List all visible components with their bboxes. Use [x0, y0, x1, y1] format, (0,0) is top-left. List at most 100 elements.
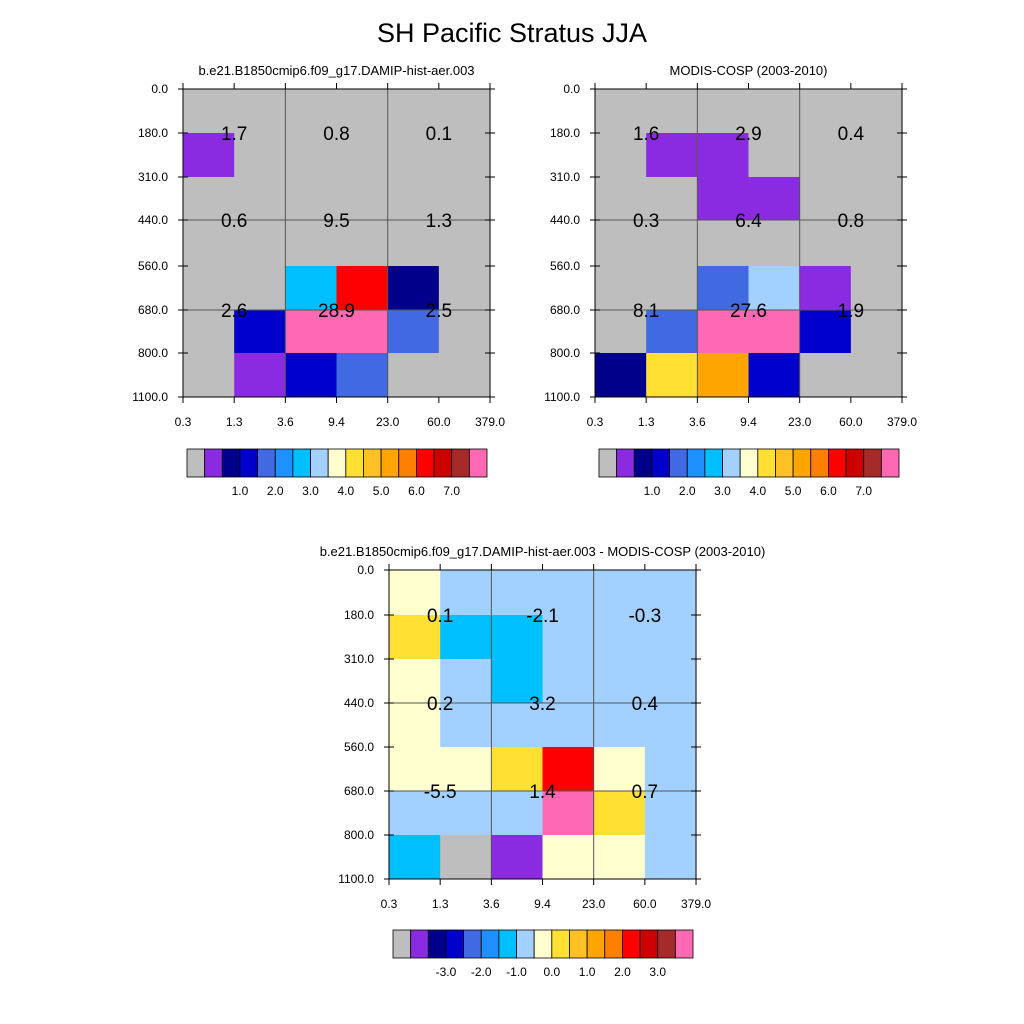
- group-value-label: -2.1: [526, 606, 559, 627]
- heatmap-cell: [595, 220, 647, 267]
- group-value-label: -5.5: [424, 782, 457, 803]
- group-value-label: 6.4: [735, 211, 762, 232]
- group-value-label: 0.2: [427, 694, 453, 715]
- colorbar-swatch: [674, 929, 694, 959]
- heatmap-cell: [748, 89, 801, 134]
- colorbar-label: -3.0: [436, 965, 457, 979]
- group-value-label: 0.3: [633, 211, 659, 232]
- heatmap-cell: [644, 703, 697, 748]
- colorbar-swatch: [533, 929, 553, 959]
- x-tick-label: 379.0: [475, 415, 505, 429]
- heatmap-cell: [336, 177, 389, 221]
- y-tick-label: 440.0: [138, 213, 168, 227]
- heatmap-cell: [183, 353, 235, 398]
- y-tick-label: 440.0: [344, 696, 374, 710]
- colorbar-label: 1.0: [644, 484, 661, 498]
- group-value-label: 1.4: [529, 782, 556, 803]
- panel-title: b.e21.B1850cmip6.f09_g17.DAMIP-hist-aer.…: [198, 63, 474, 78]
- colorbar-swatch: [480, 929, 500, 959]
- colorbar-label: 3.0: [714, 484, 731, 498]
- colorbar-swatch: [704, 448, 723, 478]
- heatmap-cell: [440, 570, 492, 616]
- colorbar-label: 4.0: [337, 484, 354, 498]
- x-tick-label: 23.0: [582, 897, 606, 911]
- y-tick-label: 680.0: [344, 784, 374, 798]
- colorbar: -3.0 -2.0 -1.0 0.0 1.0 2.0 3.0: [392, 929, 694, 979]
- colorbar-swatch: [327, 448, 347, 478]
- colorbar-swatch: [186, 448, 206, 478]
- x-tick-label: 23.0: [788, 415, 812, 429]
- colorbar-swatch: [598, 448, 618, 478]
- heatmap-cell: [850, 353, 903, 398]
- heatmap-cell: [336, 89, 389, 134]
- x-tick-label: 9.4: [328, 415, 345, 429]
- colorbar-label: 7.0: [855, 484, 872, 498]
- colorbar-swatch: [274, 448, 294, 478]
- panel-title: b.e21.B1850cmip6.f09_g17.DAMIP-hist-aer.…: [320, 544, 766, 559]
- heatmap-cell: [438, 220, 491, 267]
- heatmap-cell: [799, 89, 852, 134]
- heatmap-cell: [593, 570, 646, 616]
- y-tick-label: 560.0: [344, 740, 374, 754]
- heatmap-cell: [697, 220, 750, 267]
- heatmap-cell: [234, 220, 286, 267]
- heatmap-cell: [389, 791, 441, 836]
- colorbar: 1.0 2.0 3.0 4.0 5.0 6.0 7.0: [598, 448, 900, 498]
- colorbar-label: -1.0: [506, 965, 527, 979]
- colorbar-swatch: [739, 448, 759, 478]
- heatmap-cell: [438, 353, 491, 398]
- heatmap-cell: [440, 615, 492, 660]
- colorbar-label: 0.0: [543, 965, 560, 979]
- heatmap-cell: [595, 266, 647, 311]
- colorbar-swatch: [639, 929, 659, 959]
- heatmap-cell: [799, 310, 852, 354]
- group-value-label: 2.6: [221, 301, 247, 322]
- x-tick-label: 3.6: [689, 415, 706, 429]
- heatmap-cell: [336, 220, 389, 267]
- heatmap-cell: [387, 177, 440, 221]
- colorbar-swatch: [810, 448, 829, 478]
- group-value-label: 28.9: [318, 301, 355, 322]
- heatmap-cell: [646, 89, 698, 134]
- x-tick-label: 23.0: [376, 415, 400, 429]
- colorbar-label: 2.0: [267, 484, 284, 498]
- heatmap-cell: [748, 353, 801, 398]
- heatmap-cell: [183, 220, 235, 267]
- x-tick-label: 1.3: [432, 897, 449, 911]
- heatmap-cell: [440, 747, 492, 792]
- heatmap-cell: [183, 310, 235, 354]
- heatmap-panel-2: 0.0 180.0 310.0 440.0 560.0 680.0 800.0 1100.0 0…: [544, 63, 917, 498]
- group-value-label: 0.4: [632, 694, 659, 715]
- x-tick-label: 60.0: [633, 897, 657, 911]
- heatmap-cell: [285, 177, 338, 221]
- heatmap-cell: [799, 353, 852, 398]
- heatmap-cell: [389, 570, 441, 616]
- heatmap-cell: [748, 177, 801, 221]
- colorbar-swatch: [292, 448, 311, 478]
- heatmap-cell: [440, 835, 492, 880]
- colorbar-swatch: [863, 448, 882, 478]
- colorbar-swatch: [669, 448, 688, 478]
- heatmap-cell: [593, 747, 646, 792]
- colorbar-swatch: [445, 929, 464, 959]
- heatmap-cell: [491, 703, 544, 748]
- heatmap-cell: [595, 89, 647, 134]
- colorbar-swatch: [416, 448, 435, 478]
- colorbar-swatch: [392, 929, 412, 959]
- heatmap-cell: [491, 747, 544, 792]
- heatmap-cell: [697, 266, 750, 311]
- heatmap-cell: [438, 177, 491, 221]
- y-tick-label: 680.0: [138, 303, 168, 317]
- heatmap-cell: [389, 835, 441, 880]
- colorbar-swatch: [633, 448, 653, 478]
- heatmap-cell: [593, 791, 646, 836]
- colorbar-label: -2.0: [471, 965, 492, 979]
- group-value-label: 1.3: [426, 211, 452, 232]
- heatmap-cell: [336, 353, 389, 398]
- heatmap-cell: [646, 220, 698, 267]
- heatmap-cell: [748, 266, 801, 311]
- heatmap-cell: [387, 310, 440, 354]
- heatmap-cell: [748, 133, 801, 178]
- heatmap-cell: [542, 703, 595, 748]
